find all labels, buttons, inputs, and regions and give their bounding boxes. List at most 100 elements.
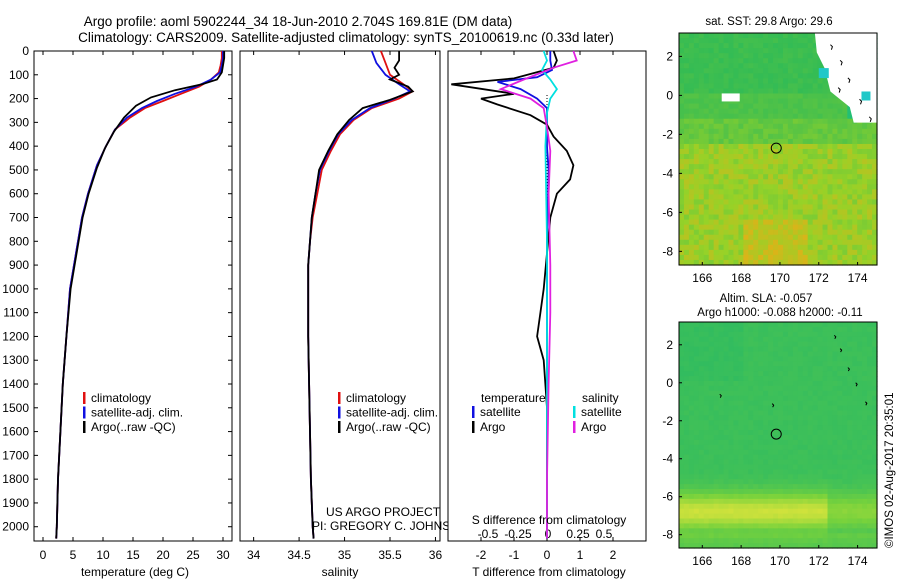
heatmap-cell <box>723 336 730 343</box>
heatmap-cell <box>827 523 834 529</box>
heatmap-cell <box>679 164 685 170</box>
heatmap-cell <box>867 194 873 201</box>
heatmap-cell <box>862 420 868 426</box>
salinity-series <box>307 50 415 539</box>
heatmap-cell <box>773 149 779 155</box>
heatmap-cell <box>817 518 824 525</box>
heatmap-cell <box>743 219 749 226</box>
y-tick-label: 0 <box>666 376 673 390</box>
heatmap-cell <box>778 444 784 451</box>
heatmap-cell <box>807 464 814 470</box>
heatmap-cell <box>832 123 838 130</box>
heatmap-cell <box>787 189 794 195</box>
heatmap-cell <box>867 430 873 436</box>
heatmap-cell <box>802 149 809 155</box>
heatmap-cell <box>827 209 834 216</box>
heatmap-cell <box>837 229 843 236</box>
heatmap-cell <box>768 366 774 372</box>
difference-legend: temperature salinitysatelliteArgosatellit… <box>472 391 622 434</box>
heatmap-cell <box>852 489 858 495</box>
heatmap-cell <box>768 73 774 79</box>
heatmap-cell <box>703 209 710 216</box>
heatmap-cell <box>758 143 764 150</box>
heatmap-cell <box>763 88 769 95</box>
heatmap-cell <box>728 184 735 190</box>
heatmap-cell <box>708 133 715 140</box>
heatmap-cell <box>857 219 863 226</box>
heatmap-cell <box>688 425 695 431</box>
heatmap-cell <box>693 123 700 130</box>
heatmap-cell <box>872 523 878 529</box>
heatmap-cell <box>822 361 829 367</box>
heatmap-cell <box>782 503 789 510</box>
heatmap-cell <box>852 474 858 480</box>
heatmap-cell <box>837 224 843 231</box>
y-tick-label: 800 <box>9 234 29 248</box>
heatmap-cell <box>708 103 715 110</box>
heatmap-cell <box>847 123 853 130</box>
heatmap-cell <box>688 189 695 195</box>
heatmap-cell <box>688 194 695 201</box>
heatmap-cell <box>827 249 834 256</box>
heatmap-cell <box>718 33 725 39</box>
heatmap-cell <box>832 538 838 544</box>
heatmap-cell <box>778 351 784 357</box>
heatmap-cell <box>822 425 829 431</box>
heatmap-cell <box>782 346 789 353</box>
heatmap-cell <box>778 219 784 226</box>
heatmap-cell <box>733 184 739 190</box>
heatmap-cell <box>748 174 754 180</box>
heatmap-cell <box>758 259 764 266</box>
heatmap-cell <box>827 103 834 110</box>
heatmap-cell <box>688 444 695 451</box>
heatmap-cell <box>807 194 814 201</box>
x-tick-label: 5 <box>70 548 77 562</box>
heatmap-cell <box>713 98 720 105</box>
heatmap-cell <box>748 224 754 231</box>
heatmap-cell <box>773 33 779 39</box>
heatmap-cell <box>773 254 779 261</box>
heatmap-cell <box>688 439 695 446</box>
heatmap-cell <box>733 538 739 544</box>
heatmap-cell <box>763 194 769 201</box>
heatmap-cell <box>852 376 858 382</box>
heatmap-cell <box>743 209 749 216</box>
heatmap-cell <box>748 523 754 529</box>
heatmap-cell <box>837 361 843 367</box>
heatmap-cell <box>708 98 715 105</box>
heatmap-cell <box>852 159 858 165</box>
heatmap-cell <box>693 484 700 490</box>
heatmap-cell <box>758 371 764 377</box>
heatmap-cell <box>827 174 834 180</box>
legend-swatch <box>338 421 341 433</box>
y-tick-label: 600 <box>9 187 29 201</box>
heatmap-cell <box>693 425 700 431</box>
x-tick-label: 35 <box>338 548 352 562</box>
heatmap-cell <box>713 523 720 529</box>
heatmap-cell <box>743 336 749 343</box>
legend-header: temperature <box>481 391 546 405</box>
heatmap-cell <box>688 351 695 357</box>
heatmap-cell <box>792 498 799 505</box>
heatmap-cell <box>792 425 799 431</box>
heatmap-cell <box>723 454 730 461</box>
heatmap-cell <box>768 484 774 490</box>
heatmap-cell <box>758 98 764 105</box>
heatmap-cell <box>698 518 705 525</box>
heatmap-cell <box>768 43 774 49</box>
heatmap-cell <box>832 371 838 377</box>
heatmap-cell <box>773 346 779 353</box>
heatmap-cell <box>703 528 710 534</box>
heatmap-cell <box>857 164 863 170</box>
heatmap-cell <box>688 346 695 353</box>
heatmap-cell <box>817 199 824 206</box>
heatmap-cell <box>743 469 749 475</box>
heatmap-cell <box>708 224 715 231</box>
heatmap-cell <box>768 169 774 175</box>
heatmap-cell <box>817 98 824 105</box>
heatmap-cell <box>792 464 799 470</box>
heatmap-cell <box>817 420 824 426</box>
heatmap-cell <box>837 143 843 150</box>
heatmap-cell <box>782 179 789 185</box>
heatmap-cell <box>822 498 829 505</box>
